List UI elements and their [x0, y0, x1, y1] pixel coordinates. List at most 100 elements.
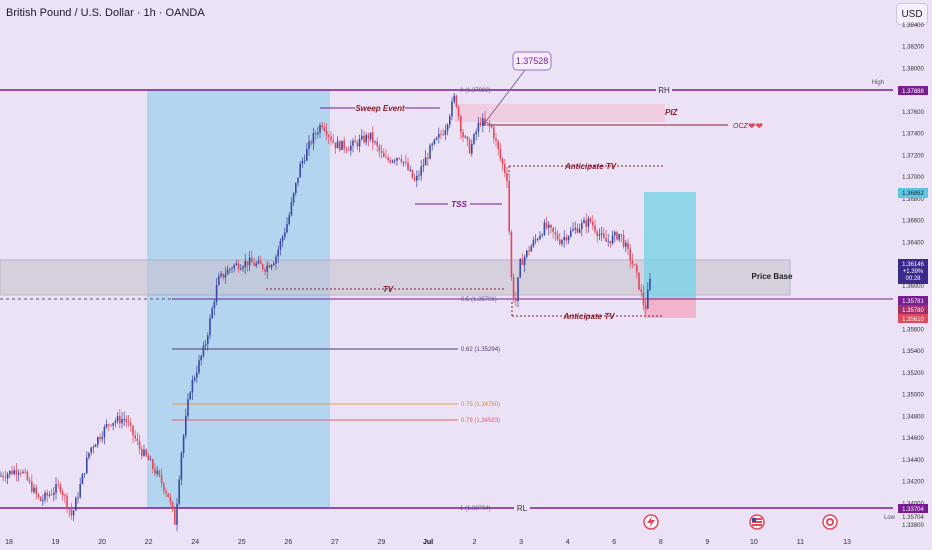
candle-body	[235, 263, 238, 266]
us-flag-event-icon-2[interactable]	[822, 514, 838, 530]
candle-body	[44, 492, 46, 500]
candle-body	[352, 140, 354, 146]
candle-body	[204, 344, 207, 346]
x-tick-12: 4	[566, 539, 570, 546]
candle-body	[398, 158, 400, 159]
tss-label: TSS	[451, 200, 467, 209]
candle-body	[455, 95, 458, 107]
candle-body	[596, 231, 598, 236]
candle-body	[435, 137, 438, 140]
candle-body	[277, 249, 279, 257]
x-tick-15: 9	[705, 539, 709, 546]
candle-body	[603, 233, 605, 238]
candle-body	[15, 470, 18, 475]
candle-body	[361, 135, 363, 139]
currency-button[interactable]: USD	[896, 3, 928, 25]
candle-body	[356, 142, 359, 147]
candle-body	[420, 166, 422, 176]
candle-body	[369, 132, 372, 140]
candle-body	[328, 135, 330, 137]
candle-body	[495, 138, 497, 141]
candle-body	[112, 422, 114, 426]
candle-body	[350, 145, 352, 151]
candle-body	[224, 274, 227, 278]
fib-062-label: 0.62 (1.35294)	[461, 347, 500, 353]
candle-body	[158, 470, 161, 476]
candle-body	[20, 472, 22, 474]
candle-body	[50, 494, 53, 496]
candle-body	[497, 140, 499, 150]
candle-body	[570, 230, 572, 237]
candle-body	[486, 122, 488, 123]
candle-body	[301, 160, 304, 164]
candle-body	[132, 425, 134, 436]
candle-body	[149, 459, 152, 461]
candle-body	[477, 122, 480, 132]
y-tick-2: 1.38000	[902, 66, 924, 72]
candle-body	[563, 237, 565, 241]
candle-body	[391, 160, 394, 163]
candle-body	[649, 278, 651, 290]
candle-body	[556, 234, 559, 240]
rl-tag-text: 1.33704	[902, 507, 924, 513]
target-tag-text: 1.36862	[902, 191, 924, 197]
candle-body	[396, 158, 398, 161]
candle-body	[297, 177, 299, 183]
y-tick-0: 1.38400	[902, 23, 924, 29]
y-tick-8: 1.36800	[902, 197, 924, 203]
level-tag-2	[898, 305, 928, 314]
fib-1-label: 1 (1.33704)	[460, 506, 491, 512]
candle-body	[83, 473, 86, 475]
y-tick-4: 1.37600	[902, 110, 924, 116]
candle-body	[270, 265, 273, 268]
candle-body	[171, 501, 174, 510]
candle-body	[416, 175, 418, 181]
candle-body	[61, 491, 64, 496]
y-tick-19: 1.34600	[902, 436, 924, 442]
us-flag-event-icon[interactable]	[749, 514, 765, 530]
candle-body	[0, 475, 2, 477]
countdown-text: 00:28	[905, 276, 921, 282]
tv-label: TV	[383, 285, 394, 294]
y-tick-21: 1.34200	[902, 480, 924, 486]
candle-body	[405, 161, 407, 163]
lightning-event-icon[interactable]	[643, 514, 659, 530]
candle-body	[534, 239, 537, 241]
candle-body	[462, 132, 464, 138]
candle-body	[572, 229, 574, 231]
ocz-label: OCZ	[733, 123, 749, 130]
candle-body	[407, 162, 409, 170]
candle-body	[394, 160, 396, 162]
candle-body	[75, 498, 77, 511]
candle-body	[143, 449, 145, 456]
candle-body	[193, 377, 196, 380]
candle-body	[134, 435, 136, 439]
candle-body	[4, 477, 7, 479]
candle-body	[196, 372, 198, 378]
candle-body	[312, 132, 315, 144]
candle-body	[325, 130, 328, 136]
candle-body	[53, 492, 55, 495]
candle-body	[79, 484, 81, 498]
x-tick-14: 8	[659, 539, 663, 546]
time-axis[interactable]: 18 19 20 22 24 25 26 27 29 Jul 2 3 4 6 8 9 10 11 13	[5, 539, 851, 546]
candle-body	[552, 227, 554, 233]
callout-pointer	[483, 69, 526, 125]
candle-body	[11, 470, 13, 475]
candle-body	[218, 276, 220, 285]
candle-body	[550, 224, 552, 228]
candle-body	[581, 223, 583, 230]
candle-body	[475, 131, 477, 135]
stop-zone	[644, 298, 696, 318]
candle-body	[176, 503, 178, 525]
candle-body	[288, 215, 290, 224]
candle-body	[422, 165, 425, 167]
candle-body	[471, 143, 473, 154]
candle-body	[6, 474, 9, 479]
candle-body	[625, 242, 627, 247]
candle-body	[286, 223, 288, 233]
candle-body	[33, 487, 35, 492]
y-tick-18: 1.34800	[902, 414, 924, 420]
candle-body	[539, 235, 541, 240]
